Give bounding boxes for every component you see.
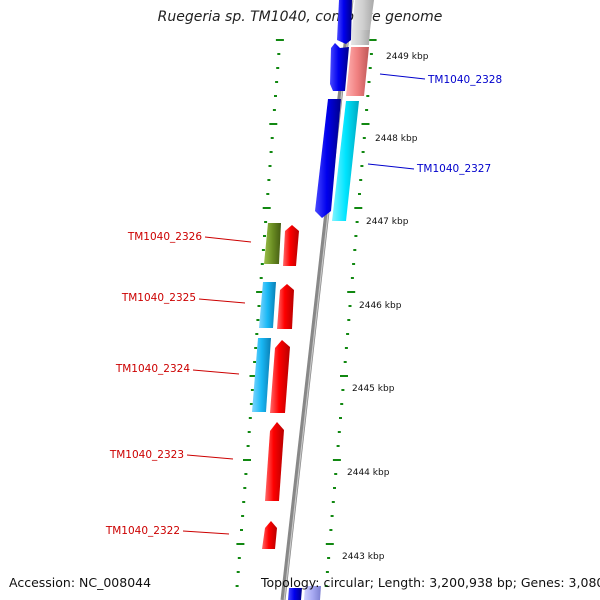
scale-tick-label: 2449 kbp [386,52,429,62]
gene-feature-lightblue-2325 [259,282,276,328]
gene-feature-top-blue [337,0,352,44]
gene-label-tm1040-2325[interactable]: TM1040_2325 [121,292,196,304]
gene-feature-tm1040-2322 [262,521,277,549]
gene-feature-tm1040-2327 [315,99,341,218]
gene-label-tm1040-2328[interactable]: TM1040_2328 [427,74,502,86]
inner-dashed-circle [235,39,284,587]
gene-label-tm1040-2326[interactable]: TM1040_2326 [127,231,202,243]
gene-feature-olive [264,223,281,264]
scale-tick-label: 2444 kbp [347,468,390,478]
scale-tick-label: 2448 kbp [375,134,418,144]
gene-label-tm1040-2327[interactable]: TM1040_2327 [416,163,491,175]
gene-feature-tm1040-2323 [265,422,284,501]
gene-feature-bottom-lavender [304,586,321,600]
scale-tick-labels: 2449 kbp 2448 kbp 2447 kbp 2446 kbp 2445… [342,52,429,562]
gene-feature-tm1040-2324 [270,340,290,413]
topology-text: Topology: circular; Length: 3,200,938 bp… [261,575,600,590]
gene-label-tm1040-2322[interactable]: TM1040_2322 [105,525,180,537]
gene-feature-bottom-blue [288,588,302,600]
scale-tick-label: 2446 kbp [359,301,402,311]
gene-label-tm1040-2323[interactable]: TM1040_2323 [109,449,184,461]
gene-label-tm1040-2324[interactable]: TM1040_2324 [115,363,190,375]
gene-feature-tm1040-2328 [330,43,349,91]
gene-feature-cyan [332,101,359,221]
gene-feature-pink [346,47,369,96]
outer-dashed-circle [324,39,377,587]
gene-feature-top-grey [352,0,374,30]
gene-feature-grey-small [351,30,370,45]
scale-tick-label: 2445 kbp [352,384,395,394]
scale-tick-label: 2443 kbp [342,552,385,562]
gene-labels: TM1040_2328 TM1040_2327 TM1040_2326 TM10… [105,73,502,537]
scale-tick-label: 2447 kbp [366,217,409,227]
accession-text: Accession: NC_008044 [9,575,152,590]
gene-feature-tm1040-2326 [283,225,299,266]
gene-feature-tm1040-2325 [277,284,294,329]
gene-feature-lightblue-2324 [252,338,271,412]
